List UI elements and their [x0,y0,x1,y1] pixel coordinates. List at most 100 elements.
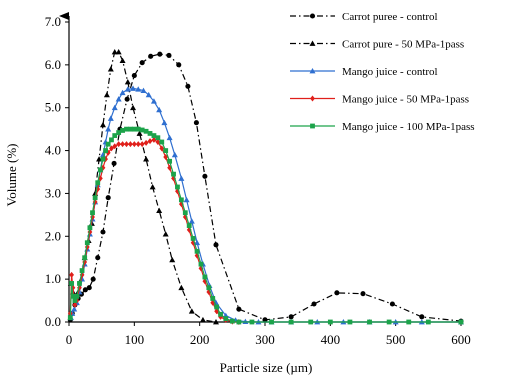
data-point [100,229,106,235]
y-tick-label: 7.0 [45,14,61,29]
data-point [71,306,78,312]
data-point [386,319,392,325]
data-point [406,319,412,325]
series-line [69,139,239,323]
data-point [115,96,122,102]
data-point [90,210,95,216]
data-point [309,40,316,46]
data-point [131,126,137,132]
data-point [236,319,242,325]
legend-label: Mango juice - 100 MPa-1pass [342,121,475,133]
data-point [223,316,229,321]
data-point [269,319,274,325]
legend-label: Mango juice - 50 MPa-1pass [342,94,469,106]
data-point [199,316,206,323]
data-point [210,296,216,301]
data-point [194,239,201,246]
data-point [128,126,133,132]
data-point [72,301,78,308]
data-point [178,197,184,203]
series-layer [67,49,464,325]
data-point [156,106,163,113]
data-point [143,139,149,146]
data-point [135,86,142,92]
data-point [310,123,315,129]
data-point [151,136,157,143]
data-point [115,49,122,55]
data-point [213,299,219,306]
data-point [310,95,315,102]
data-point [183,196,190,203]
data-point [107,66,114,72]
data-point [166,52,172,58]
data-point [87,229,93,235]
series-5 [67,126,464,325]
data-point [70,293,76,299]
data-point [150,98,157,104]
data-point [79,268,85,273]
data-point [95,186,101,193]
data-point [425,319,431,325]
data-point [103,91,110,98]
data-point [188,218,195,224]
data-point [119,89,126,96]
data-point [99,121,106,128]
data-point [185,83,191,89]
y-tick-label: 6.0 [45,57,61,72]
data-point [171,171,176,177]
data-point [124,86,131,92]
data-point [139,141,145,148]
data-point [112,143,118,150]
data-point [130,85,137,91]
data-point [202,274,208,280]
legend-item: Mango juice - 100 MPa-1pass [290,121,475,133]
data-point [218,311,223,317]
data-point [309,13,316,19]
data-point [159,145,165,152]
data-point [193,120,199,126]
data-point [84,240,90,246]
data-point [327,319,333,325]
data-point [155,135,161,141]
data-point [74,293,80,299]
data-point [135,126,141,132]
data-point [236,306,242,312]
y-tick-label: 5.0 [45,100,61,115]
data-point [135,141,141,148]
data-point [105,141,111,147]
data-point [176,62,182,68]
y-tick-label: 0.0 [45,314,61,329]
data-point [130,104,137,111]
data-point [167,158,173,164]
series-line [69,53,462,322]
data-point [82,287,88,293]
data-point [145,91,152,98]
data-point [97,167,103,173]
legend-item: Mango juice - control [290,66,438,78]
data-point [419,314,425,320]
x-tick-label: 400 [321,332,341,347]
data-point [229,318,235,324]
data-point [119,57,126,63]
x-tick-label: 0 [66,332,73,347]
data-point [103,148,108,153]
data-point [109,137,114,143]
data-point [87,225,93,231]
data-point [116,141,122,148]
data-point [167,164,173,171]
data-point [120,141,125,148]
data-point [198,265,204,272]
data-point [86,285,92,291]
data-point [69,271,75,278]
data-point [92,195,98,201]
data-point [178,175,185,181]
data-point [111,49,118,55]
data-point [309,68,316,74]
legend-label: Carrot puree - control [342,11,438,23]
data-point [163,154,169,160]
legend-label: Carrot pure - 50 MPa-1pass [342,39,464,51]
legend-label: Mango juice - control [342,66,438,78]
x-tick-label: 200 [190,332,210,347]
data-point [178,284,185,291]
data-point [166,134,173,141]
